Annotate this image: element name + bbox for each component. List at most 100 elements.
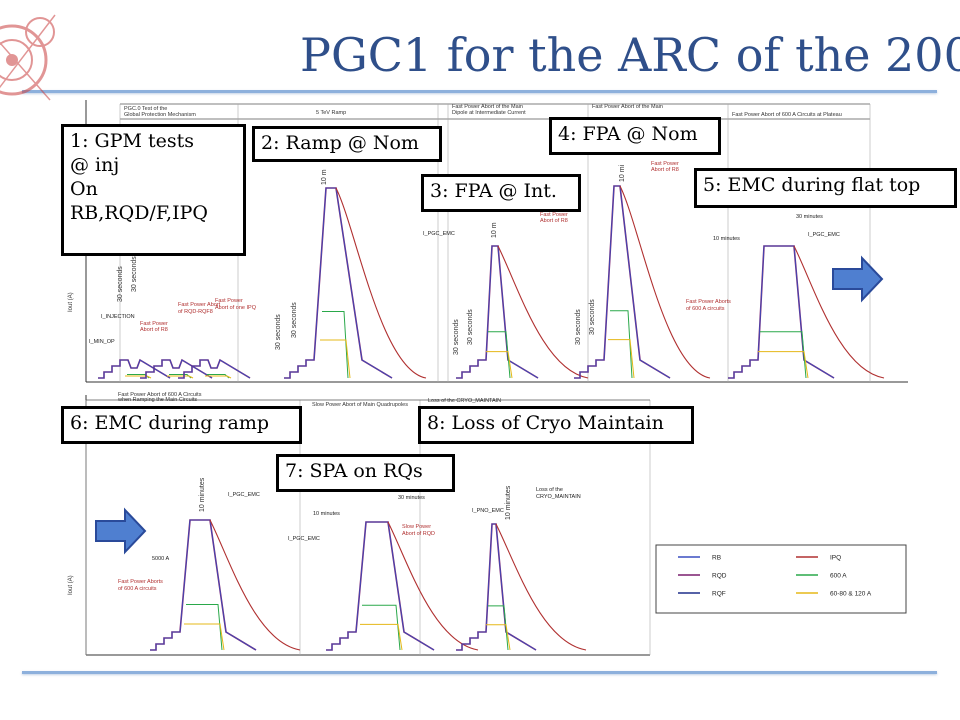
trace-60-120a [486, 624, 511, 651]
panel-header: Fast Power Abort of 600 A Circuits at Pl… [732, 112, 842, 118]
arrow-right-icon [95, 507, 147, 555]
callout-fpa-int: 3: FPA @ Int. [421, 174, 581, 212]
duration-label: 30 seconds [291, 302, 298, 338]
trace-600a [186, 604, 223, 651]
trace-rqd [574, 185, 671, 379]
trace-60-120a [486, 351, 513, 379]
slide-title: PGC1 for the ARC of the 2008 [300, 28, 960, 82]
annotation-text: 30 minutes [398, 495, 425, 501]
trace-60-120a [125, 375, 152, 379]
annotation-text: Fast Power [215, 298, 243, 304]
duration-label: 30 seconds [117, 266, 124, 302]
callout-ramp-nom: 2: Ramp @ Nom [252, 126, 442, 162]
duration-label: 30 seconds [575, 309, 582, 345]
panel-header: Fast Power Abort of the Main [592, 104, 663, 110]
trace-ipq [209, 519, 301, 651]
trace-600a [322, 311, 349, 379]
trace-600a [760, 331, 807, 379]
bottom-panel-axes: Iout (A) [68, 395, 651, 656]
callout-emc-ramp: 6: EMC during ramp [61, 406, 302, 444]
duration-label: 10 mi [619, 164, 626, 182]
cern-logo-icon [0, 14, 56, 101]
callout-line: @ inj [70, 154, 120, 176]
annotation-text: of 600 A circuits [686, 306, 725, 312]
annotation-text: Abort of R8 [540, 218, 568, 224]
annotation-text: I_PGC_EMC [808, 232, 840, 238]
annotation-text: I_PGC_EMC [228, 492, 260, 498]
trace-rqd [178, 358, 251, 379]
current-traces [98, 185, 885, 651]
annotation-text: CRYO_MAINTAIN [536, 494, 581, 500]
annotation-text: Fast Power Aborts [686, 299, 731, 305]
annotation-text: Abort of RQD [402, 531, 435, 537]
trace-rqd [456, 523, 537, 651]
annotation-text: I_PNO_EMC [472, 508, 504, 514]
callout-line: On [70, 178, 98, 200]
annotation-text: I_PGC_EMC [288, 536, 320, 542]
duration-label: 30 seconds [453, 319, 460, 355]
duration-label: 10 m [491, 222, 498, 238]
trace-rb [456, 245, 539, 379]
callout-fpa-nom: 4: FPA @ Nom [549, 117, 721, 155]
callout-loss-cryo: 8: Loss of Cryo Maintain [418, 406, 694, 444]
arrow-right-icon [832, 255, 884, 303]
panel-header: Dipole at Intermediate Current [452, 110, 526, 116]
annotation-text: 10 minutes [713, 236, 740, 242]
trace-rb [178, 359, 251, 379]
callout-emc-flat-top: 5: EMC during flat top [694, 168, 957, 208]
trace-ipq [793, 245, 885, 379]
trace-ipq [387, 521, 479, 651]
panel-header: Fast Power Abort of 600 A Circuits [118, 392, 202, 398]
annotation-text: 5000 A [152, 556, 169, 562]
panel-header: Global Protection Mechanism [124, 112, 196, 118]
duration-label: 30 seconds [275, 314, 282, 350]
annotation-text: Fast Power [651, 161, 679, 167]
trace-rqd [728, 245, 835, 379]
y-axis-label: Iout (A) [68, 292, 74, 312]
duration-label: 30 seconds [467, 309, 474, 345]
trace-rqd [284, 187, 393, 379]
legend-label: RQD [712, 573, 727, 580]
trace-60-120a [608, 339, 635, 379]
annotation-text: Fast Power [140, 321, 168, 327]
trace-60-120a [320, 339, 351, 379]
trace-rb [326, 521, 435, 651]
callout-gpm-tests: 1: GPM tests @ inj On RB,RQD/F,IPQ [61, 124, 246, 256]
trace-60-120a [758, 351, 809, 379]
annotation-text: Fast Power [540, 212, 568, 218]
trace-rb [728, 245, 835, 379]
annotation-text: 10 minutes [313, 511, 340, 517]
trace-rb [284, 187, 393, 379]
duration-label: 30 seconds [589, 299, 596, 335]
duration-label: 30 seconds [131, 256, 138, 292]
annotation-text: Abort of R8 [140, 327, 168, 333]
panel-header: Fast Power Abort of the Main [452, 104, 523, 110]
trace-rb [98, 359, 171, 379]
footer-rule [22, 671, 937, 674]
duration-label: 10 m [321, 169, 328, 185]
callout-line: RB,RQD/F,IPQ [70, 202, 208, 224]
panel-header: 5 TeV Ramp [316, 110, 346, 116]
annotation-text: I_MIN_OP [89, 339, 115, 345]
panel-header: PGC.0 Test of the [124, 106, 167, 112]
trace-600a [362, 604, 401, 651]
annotation-text: Abort of R8 [651, 167, 679, 173]
legend: RB IPQ RQD 600 A RQF 60-80 & 120 A [655, 544, 907, 614]
annotation-text: I_PGC_EMC [423, 231, 455, 237]
trace-60-120a [205, 375, 232, 379]
annotation-text: of RQD-RQF8 [178, 309, 213, 315]
trace-60-120a [184, 623, 225, 651]
trace-rb [456, 523, 537, 651]
duration-label: 10 minutes [199, 477, 206, 512]
trace-rb [150, 519, 257, 651]
annotation-text: 30 minutes [796, 214, 823, 220]
annotation-text: Fast Power Aborts [118, 579, 163, 585]
title-rule [22, 90, 937, 93]
panel-header: Slow Power Abort of Main Quadrupoles [312, 402, 408, 408]
callout-line: 1: GPM tests [70, 130, 195, 152]
panel-header: when Ramping the Main Circuits [117, 397, 197, 403]
trace-600a [488, 605, 509, 651]
legend-label: 60-80 & 120 A [830, 591, 872, 598]
legend-label: RQF [712, 591, 726, 598]
